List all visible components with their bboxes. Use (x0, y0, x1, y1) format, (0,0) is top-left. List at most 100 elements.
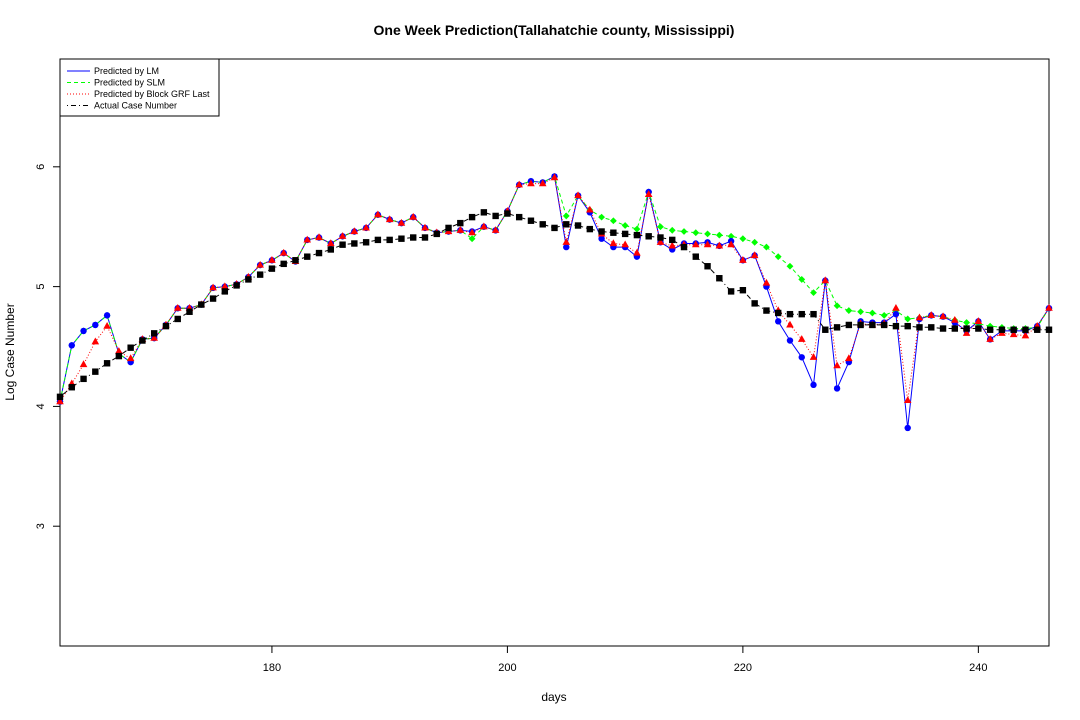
data-point-triangle (986, 335, 994, 342)
data-point-square (786, 310, 794, 318)
data-point-triangle (456, 226, 465, 233)
data-point-triangle (974, 317, 983, 324)
data-point-square (951, 325, 959, 332)
data-point-circle (786, 337, 794, 344)
x-tick-label: 200 (498, 662, 516, 674)
x-axis: 180 200 220 240 (263, 646, 988, 674)
data-point-triangle (892, 303, 900, 311)
data-point-square (680, 243, 688, 251)
data-point-square (833, 324, 841, 331)
data-point-triangle (915, 313, 924, 321)
data-point-diamond (609, 217, 617, 225)
data-point-square (563, 221, 570, 228)
data-point-square (68, 384, 75, 391)
series-4-markers (56, 209, 1053, 401)
data-point-square (810, 310, 817, 318)
data-point-diamond (880, 311, 888, 319)
data-point-triangle (515, 180, 523, 188)
data-point-square (621, 230, 629, 238)
data-point-square (1010, 326, 1017, 333)
data-point-triangle (421, 223, 429, 231)
data-point-triangle (538, 179, 547, 187)
data-point-square (963, 325, 970, 332)
plot-frame (59, 58, 1050, 647)
data-point-square (139, 337, 146, 344)
data-point-square (574, 222, 582, 229)
data-point-diamond (680, 228, 688, 235)
data-point-square (539, 221, 546, 228)
data-point-triangle (409, 212, 418, 220)
data-point-circle (103, 312, 111, 319)
legend-label: Predicted by LM (94, 66, 159, 76)
data-point-square (928, 324, 935, 331)
data-point-diamond (786, 262, 794, 270)
data-point-square (704, 263, 711, 270)
data-point-square (1034, 326, 1041, 333)
series-line (59, 175, 1050, 402)
data-point-triangle (338, 232, 347, 239)
data-point-square (986, 326, 994, 333)
data-point-circle (892, 310, 900, 318)
data-point-circle (810, 381, 817, 389)
data-point-square (527, 217, 535, 224)
series-line (59, 175, 1050, 429)
data-point-triangle (256, 260, 264, 268)
data-point-triangle (150, 333, 158, 341)
data-point-diamond (727, 232, 735, 240)
data-point-triangle (574, 191, 582, 199)
data-point-triangle (903, 396, 912, 404)
data-point-square (716, 275, 723, 282)
data-point-diamond (692, 229, 700, 237)
data-point-triangle (468, 228, 476, 236)
data-point-triangle (279, 248, 288, 256)
data-point-square (727, 288, 735, 295)
data-point-square (669, 236, 676, 244)
data-point-square (739, 287, 747, 294)
data-point-triangle (691, 240, 700, 248)
data-point-square (221, 288, 229, 295)
data-point-diamond (739, 235, 747, 243)
y-tick-label: 6 (35, 164, 47, 170)
data-point-triangle (362, 223, 370, 231)
data-point-triangle (821, 276, 830, 284)
data-point-square (798, 310, 805, 318)
data-point-square (398, 235, 405, 242)
data-point-triangle (385, 215, 394, 223)
data-point-triangle (939, 312, 947, 320)
data-point-square (998, 326, 1006, 333)
data-point-triangle (115, 347, 123, 354)
y-tick-label: 4 (35, 403, 47, 409)
data-point-square (551, 224, 558, 232)
data-point-triangle (586, 205, 594, 213)
series-2-markers (56, 173, 1053, 406)
data-point-square (975, 325, 982, 332)
data-point-square (103, 360, 111, 367)
data-point-diamond (751, 238, 759, 246)
data-point-square (1022, 326, 1029, 333)
data-point-triangle (491, 226, 500, 233)
data-point-triangle (703, 240, 712, 248)
data-point-square (245, 276, 252, 283)
data-point-diamond (857, 308, 865, 316)
data-point-triangle (326, 239, 335, 247)
data-point-triangle (727, 240, 735, 248)
data-point-triangle (633, 248, 641, 256)
series-line (59, 211, 1049, 398)
data-point-triangle (762, 278, 771, 286)
data-point-square (845, 321, 853, 329)
y-tick-label: 5 (35, 284, 47, 290)
data-point-square (198, 301, 205, 308)
data-point-square (1045, 326, 1053, 333)
data-point-square (869, 321, 876, 329)
data-point-square (916, 324, 923, 331)
y-axis-label: Log Case Number (3, 303, 17, 400)
data-point-square (209, 295, 217, 302)
data-point-triangle (103, 321, 111, 329)
data-point-diamond (621, 222, 629, 229)
legend: Predicted by LM Predicted by SLMPredicted… (59, 58, 220, 117)
data-point-square (280, 260, 287, 268)
data-point-square (80, 375, 87, 383)
data-point-diamond (774, 253, 782, 261)
data-point-triangle (715, 241, 724, 249)
data-point-square (374, 236, 382, 244)
